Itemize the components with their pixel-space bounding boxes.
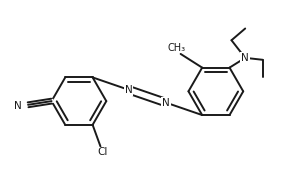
Text: Cl: Cl bbox=[97, 147, 108, 157]
Text: N: N bbox=[241, 53, 249, 63]
Text: N: N bbox=[15, 101, 22, 111]
Text: N: N bbox=[125, 85, 133, 95]
Text: N: N bbox=[162, 98, 170, 108]
Text: CH₃: CH₃ bbox=[168, 43, 186, 53]
